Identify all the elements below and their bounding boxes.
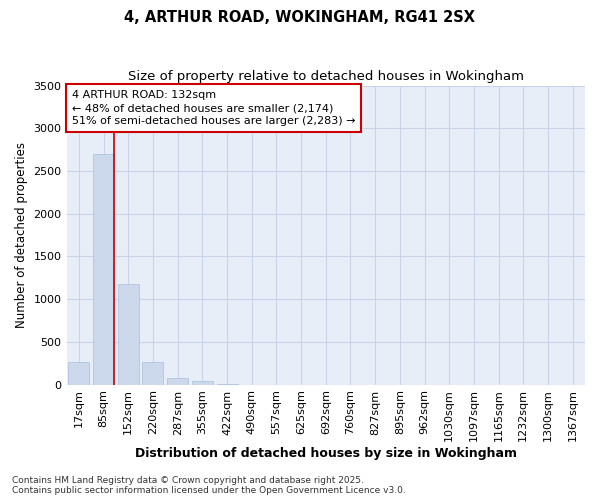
Bar [93,154,114,384]
Bar [192,381,213,384]
Bar [142,362,163,384]
Text: 4, ARTHUR ROAD, WOKINGHAM, RG41 2SX: 4, ARTHUR ROAD, WOKINGHAM, RG41 2SX [125,10,476,25]
Text: 4 ARTHUR ROAD: 132sqm
← 48% of detached houses are smaller (2,174)
51% of semi-d: 4 ARTHUR ROAD: 132sqm ← 48% of detached … [72,90,355,126]
Bar [167,378,188,384]
Bar [68,362,89,384]
Bar [118,284,139,384]
Text: Contains HM Land Registry data © Crown copyright and database right 2025.
Contai: Contains HM Land Registry data © Crown c… [12,476,406,495]
Y-axis label: Number of detached properties: Number of detached properties [15,142,28,328]
X-axis label: Distribution of detached houses by size in Wokingham: Distribution of detached houses by size … [135,447,517,460]
Title: Size of property relative to detached houses in Wokingham: Size of property relative to detached ho… [128,70,524,83]
